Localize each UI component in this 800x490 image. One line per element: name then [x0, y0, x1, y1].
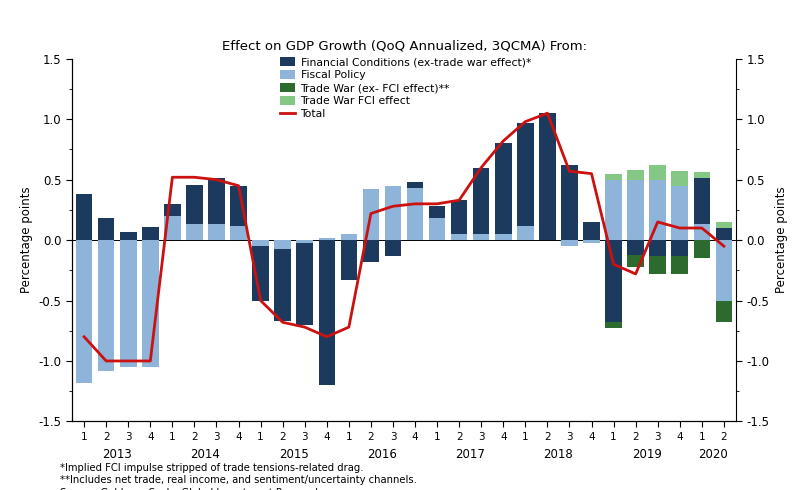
Bar — [186, 185, 202, 224]
Bar — [671, 256, 688, 274]
Bar — [606, 173, 622, 180]
Bar — [318, 238, 335, 240]
Bar — [164, 204, 181, 216]
Bar — [694, 178, 710, 224]
Bar — [76, 194, 93, 240]
Bar — [120, 240, 137, 367]
Bar — [385, 240, 402, 256]
Bar — [583, 240, 600, 243]
Bar — [650, 240, 666, 256]
Bar — [230, 225, 247, 240]
Bar — [671, 240, 688, 256]
Bar — [318, 240, 335, 385]
Bar — [650, 180, 666, 240]
Bar — [583, 222, 600, 240]
Bar — [406, 182, 423, 188]
Bar — [76, 240, 93, 383]
Bar — [561, 165, 578, 240]
Bar — [297, 243, 313, 325]
Bar — [142, 227, 158, 240]
Bar — [627, 170, 644, 180]
Bar — [627, 255, 644, 267]
Bar — [671, 171, 688, 186]
Bar — [495, 234, 511, 240]
Bar — [362, 189, 379, 240]
Bar — [230, 186, 247, 225]
Bar — [341, 240, 357, 280]
Bar — [98, 219, 114, 240]
Text: *Implied FCI impulse stripped of trade tensions-related drag.: *Implied FCI impulse stripped of trade t… — [60, 463, 363, 473]
Bar — [627, 240, 644, 255]
Bar — [341, 234, 357, 240]
Text: Source: Goldman Sachs Global Investment Research: Source: Goldman Sachs Global Investment … — [60, 488, 322, 490]
Bar — [297, 240, 313, 243]
Bar — [715, 222, 732, 228]
Y-axis label: Percentage points: Percentage points — [20, 187, 33, 294]
Bar — [186, 224, 202, 240]
Bar — [606, 180, 622, 240]
Bar — [252, 246, 269, 300]
Bar — [406, 188, 423, 240]
Y-axis label: Percentage points: Percentage points — [775, 187, 788, 294]
Bar — [627, 180, 644, 240]
Bar — [120, 232, 137, 240]
Bar — [495, 144, 511, 234]
Bar — [429, 219, 446, 240]
Bar — [671, 186, 688, 240]
Bar — [252, 240, 269, 246]
Bar — [715, 228, 732, 240]
Bar — [208, 224, 225, 240]
Bar — [715, 240, 732, 300]
Bar — [650, 256, 666, 274]
Bar — [451, 200, 467, 234]
Bar — [561, 240, 578, 246]
Title: Effect on GDP Growth (QoQ Annualized, 3QCMA) From:: Effect on GDP Growth (QoQ Annualized, 3Q… — [222, 39, 586, 52]
Bar — [362, 240, 379, 262]
Bar — [98, 240, 114, 370]
Bar — [517, 225, 534, 240]
Bar — [208, 178, 225, 224]
Bar — [606, 322, 622, 328]
Bar — [473, 234, 490, 240]
Bar — [539, 113, 556, 240]
Legend: Financial Conditions (ex-trade war effect)*, Fiscal Policy, Trade War (ex- FCI e: Financial Conditions (ex-trade war effec… — [280, 57, 531, 119]
Bar — [385, 186, 402, 240]
Bar — [429, 206, 446, 219]
Bar — [274, 240, 291, 248]
Bar — [650, 165, 666, 180]
Bar — [694, 172, 710, 178]
Bar — [715, 300, 732, 322]
Text: **Includes net trade, real income, and sentiment/uncertainty channels.: **Includes net trade, real income, and s… — [60, 475, 417, 485]
Bar — [517, 123, 534, 225]
Bar — [694, 240, 710, 258]
Bar — [451, 234, 467, 240]
Bar — [473, 168, 490, 234]
Bar — [606, 240, 622, 322]
Bar — [142, 240, 158, 367]
Bar — [164, 216, 181, 240]
Bar — [274, 248, 291, 321]
Bar — [694, 224, 710, 240]
